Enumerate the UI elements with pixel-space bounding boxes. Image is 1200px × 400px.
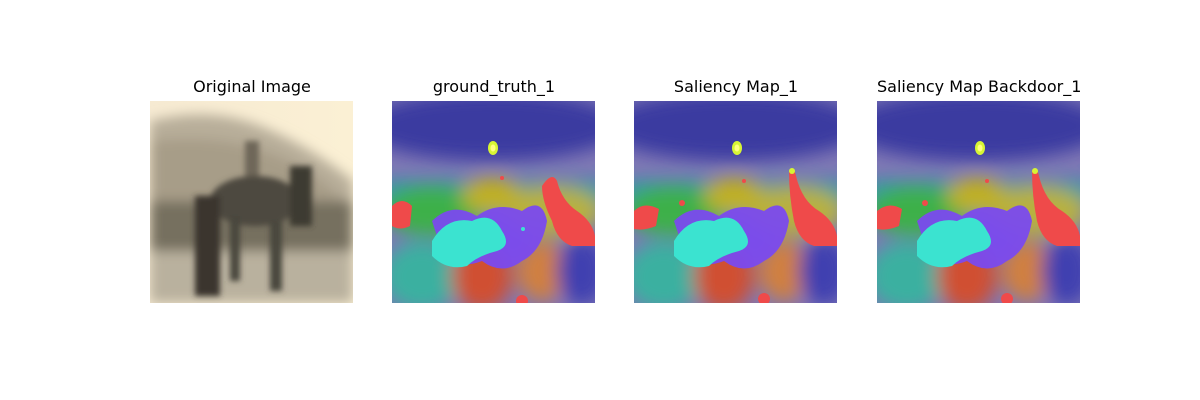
ground-truth-map [392,101,595,303]
panel-title: Original Image [193,77,311,96]
ground-truth-panel: ground_truth_1 [392,73,596,303]
saliency-map [634,101,837,303]
panel-title: Saliency Map_1 [673,77,799,96]
panel-title: ground_truth_1 [432,77,556,96]
saliency-map-backdoor-panel: Saliency Map Backdoor_1 [877,73,1081,303]
original-image-panel: Original Image [150,73,354,303]
saliency-map-panel: Saliency Map_1 [634,73,838,303]
panel-title: Saliency Map Backdoor_1 [877,77,1082,96]
original-image [150,101,353,303]
saliency-map-backdoor [877,101,1080,303]
